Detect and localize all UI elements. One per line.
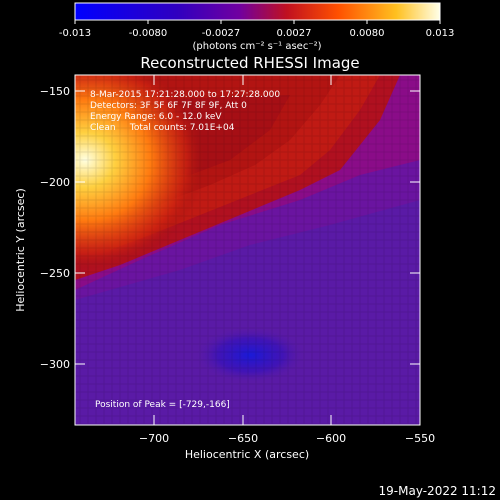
peak-position-label: Position of Peak = [-729,-166] [95, 400, 230, 410]
y-axis-ticks [75, 90, 420, 365]
colorbar-unit-label: (photons cm⁻² s⁻¹ asec⁻²) [192, 41, 321, 52]
colorbar-ticks [74, 20, 441, 24]
colorbar-tick-label: -0.0080 [129, 28, 168, 39]
colorbar-tick-label: 0.013 [426, 28, 455, 39]
annotation-detectors: Detectors: 3F 5F 6F 7F 8F 9F, Att 0 [90, 101, 247, 111]
y-axis-label: Heliocentric Y (arcsec) [14, 188, 27, 312]
y-tick-label: −200 [40, 176, 70, 189]
y-tick-label: −300 [40, 358, 70, 371]
x-tick-label: −550 [405, 432, 435, 445]
timestamp: 19-May-2022 11:12 [379, 484, 496, 498]
annotation-energy-range: Energy Range: 6.0 - 12.0 keV [90, 112, 222, 122]
colorbar [74, 2, 441, 21]
heatmap-image [75, 75, 420, 425]
x-axis-label: Heliocentric X (arcsec) [185, 448, 309, 461]
x-tick-label: −700 [139, 432, 169, 445]
colorbar-tick-label: 0.0080 [350, 28, 385, 39]
colorbar-tick-label: 0.0027 [277, 28, 312, 39]
annotation-counts: Clean Total counts: 7.01E+04 [90, 123, 235, 133]
x-axis-ticks [153, 75, 421, 425]
annotation-time-range: 8-Mar-2015 17:21:28.000 to 17:27:28.000 [90, 90, 280, 100]
y-tick-label: −150 [40, 85, 70, 98]
chart-title: Reconstructed RHESSI Image [140, 54, 359, 72]
colorbar-tick-label: -0.013 [59, 28, 91, 39]
plot-frame [74, 74, 421, 426]
x-tick-label: −600 [316, 432, 346, 445]
x-tick-label: −650 [228, 432, 258, 445]
y-tick-label: −250 [40, 267, 70, 280]
colorbar-tick-label: -0.0027 [202, 28, 241, 39]
